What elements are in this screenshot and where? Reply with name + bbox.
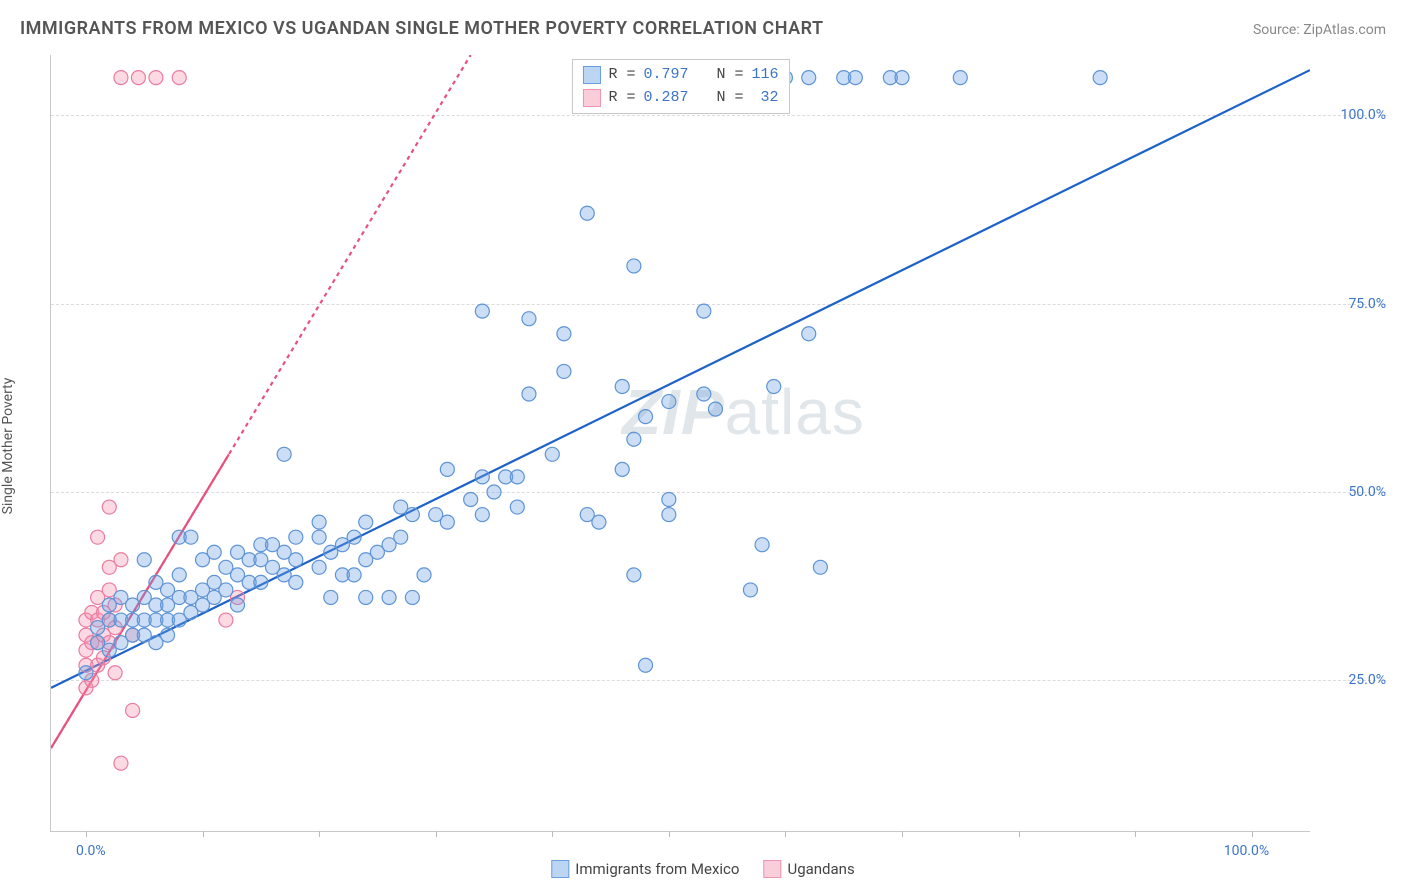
x-tick — [319, 831, 320, 837]
y-tick-label: 75.0% — [1316, 296, 1386, 312]
y-tick-label: 50.0% — [1316, 484, 1386, 500]
series-legend: Immigrants from Mexico Ugandans — [551, 860, 854, 878]
y-tick-label: 100.0% — [1316, 107, 1386, 123]
legend-row-uganda: R = 0.287 N = 32 — [582, 87, 778, 110]
source-name: ZipAtlas.com — [1303, 22, 1386, 38]
legend-label-mexico: Immigrants from Mexico — [575, 860, 739, 878]
r-label: R = — [608, 64, 635, 87]
swatch-uganda-icon — [763, 860, 781, 878]
x-tick — [86, 831, 87, 837]
plot-area: R = 0.797 N = 116 R = 0.287 N = 32 ZIPat… — [50, 55, 1310, 832]
source-attribution: Source: ZipAtlas.com — [1253, 22, 1386, 38]
swatch-uganda — [582, 89, 600, 107]
legend-item-uganda: Ugandans — [763, 860, 854, 878]
legend-row-mexico: R = 0.797 N = 116 — [582, 64, 778, 87]
correlation-legend: R = 0.797 N = 116 R = 0.287 N = 32 — [571, 59, 789, 114]
x-tick — [902, 831, 903, 837]
chart-title: IMMIGRANTS FROM MEXICO VS UGANDAN SINGLE… — [20, 18, 824, 39]
n-value-uganda: 32 — [752, 87, 779, 110]
legend-item-mexico: Immigrants from Mexico — [551, 860, 739, 878]
x-tick — [1252, 831, 1253, 837]
n-value-mexico: 116 — [752, 64, 779, 87]
legend-label-uganda: Ugandans — [787, 860, 854, 878]
x-tick — [436, 831, 437, 837]
n-label: N = — [717, 87, 744, 110]
swatch-mexico-icon — [551, 860, 569, 878]
x-tick — [1019, 831, 1020, 837]
scatter-svg — [51, 55, 1310, 831]
n-label: N = — [717, 64, 744, 87]
chart-container: IMMIGRANTS FROM MEXICO VS UGANDAN SINGLE… — [0, 0, 1406, 892]
r-label: R = — [608, 87, 635, 110]
r-value-mexico: 0.797 — [643, 64, 688, 87]
x-tick — [552, 831, 553, 837]
r-value-uganda: 0.287 — [643, 87, 688, 110]
x-tick-label-end: 100.0% — [1224, 843, 1269, 859]
swatch-mexico — [582, 66, 600, 84]
x-tick — [203, 831, 204, 837]
y-tick-label: 25.0% — [1316, 672, 1386, 688]
x-tick — [669, 831, 670, 837]
source-prefix: Source: — [1253, 22, 1303, 38]
x-tick — [1135, 831, 1136, 837]
x-tick — [785, 831, 786, 837]
x-tick-label-start: 0.0% — [76, 843, 106, 859]
y-axis-label: Single Mother Poverty — [0, 378, 16, 515]
title-bar: IMMIGRANTS FROM MEXICO VS UGANDAN SINGLE… — [20, 18, 1386, 39]
